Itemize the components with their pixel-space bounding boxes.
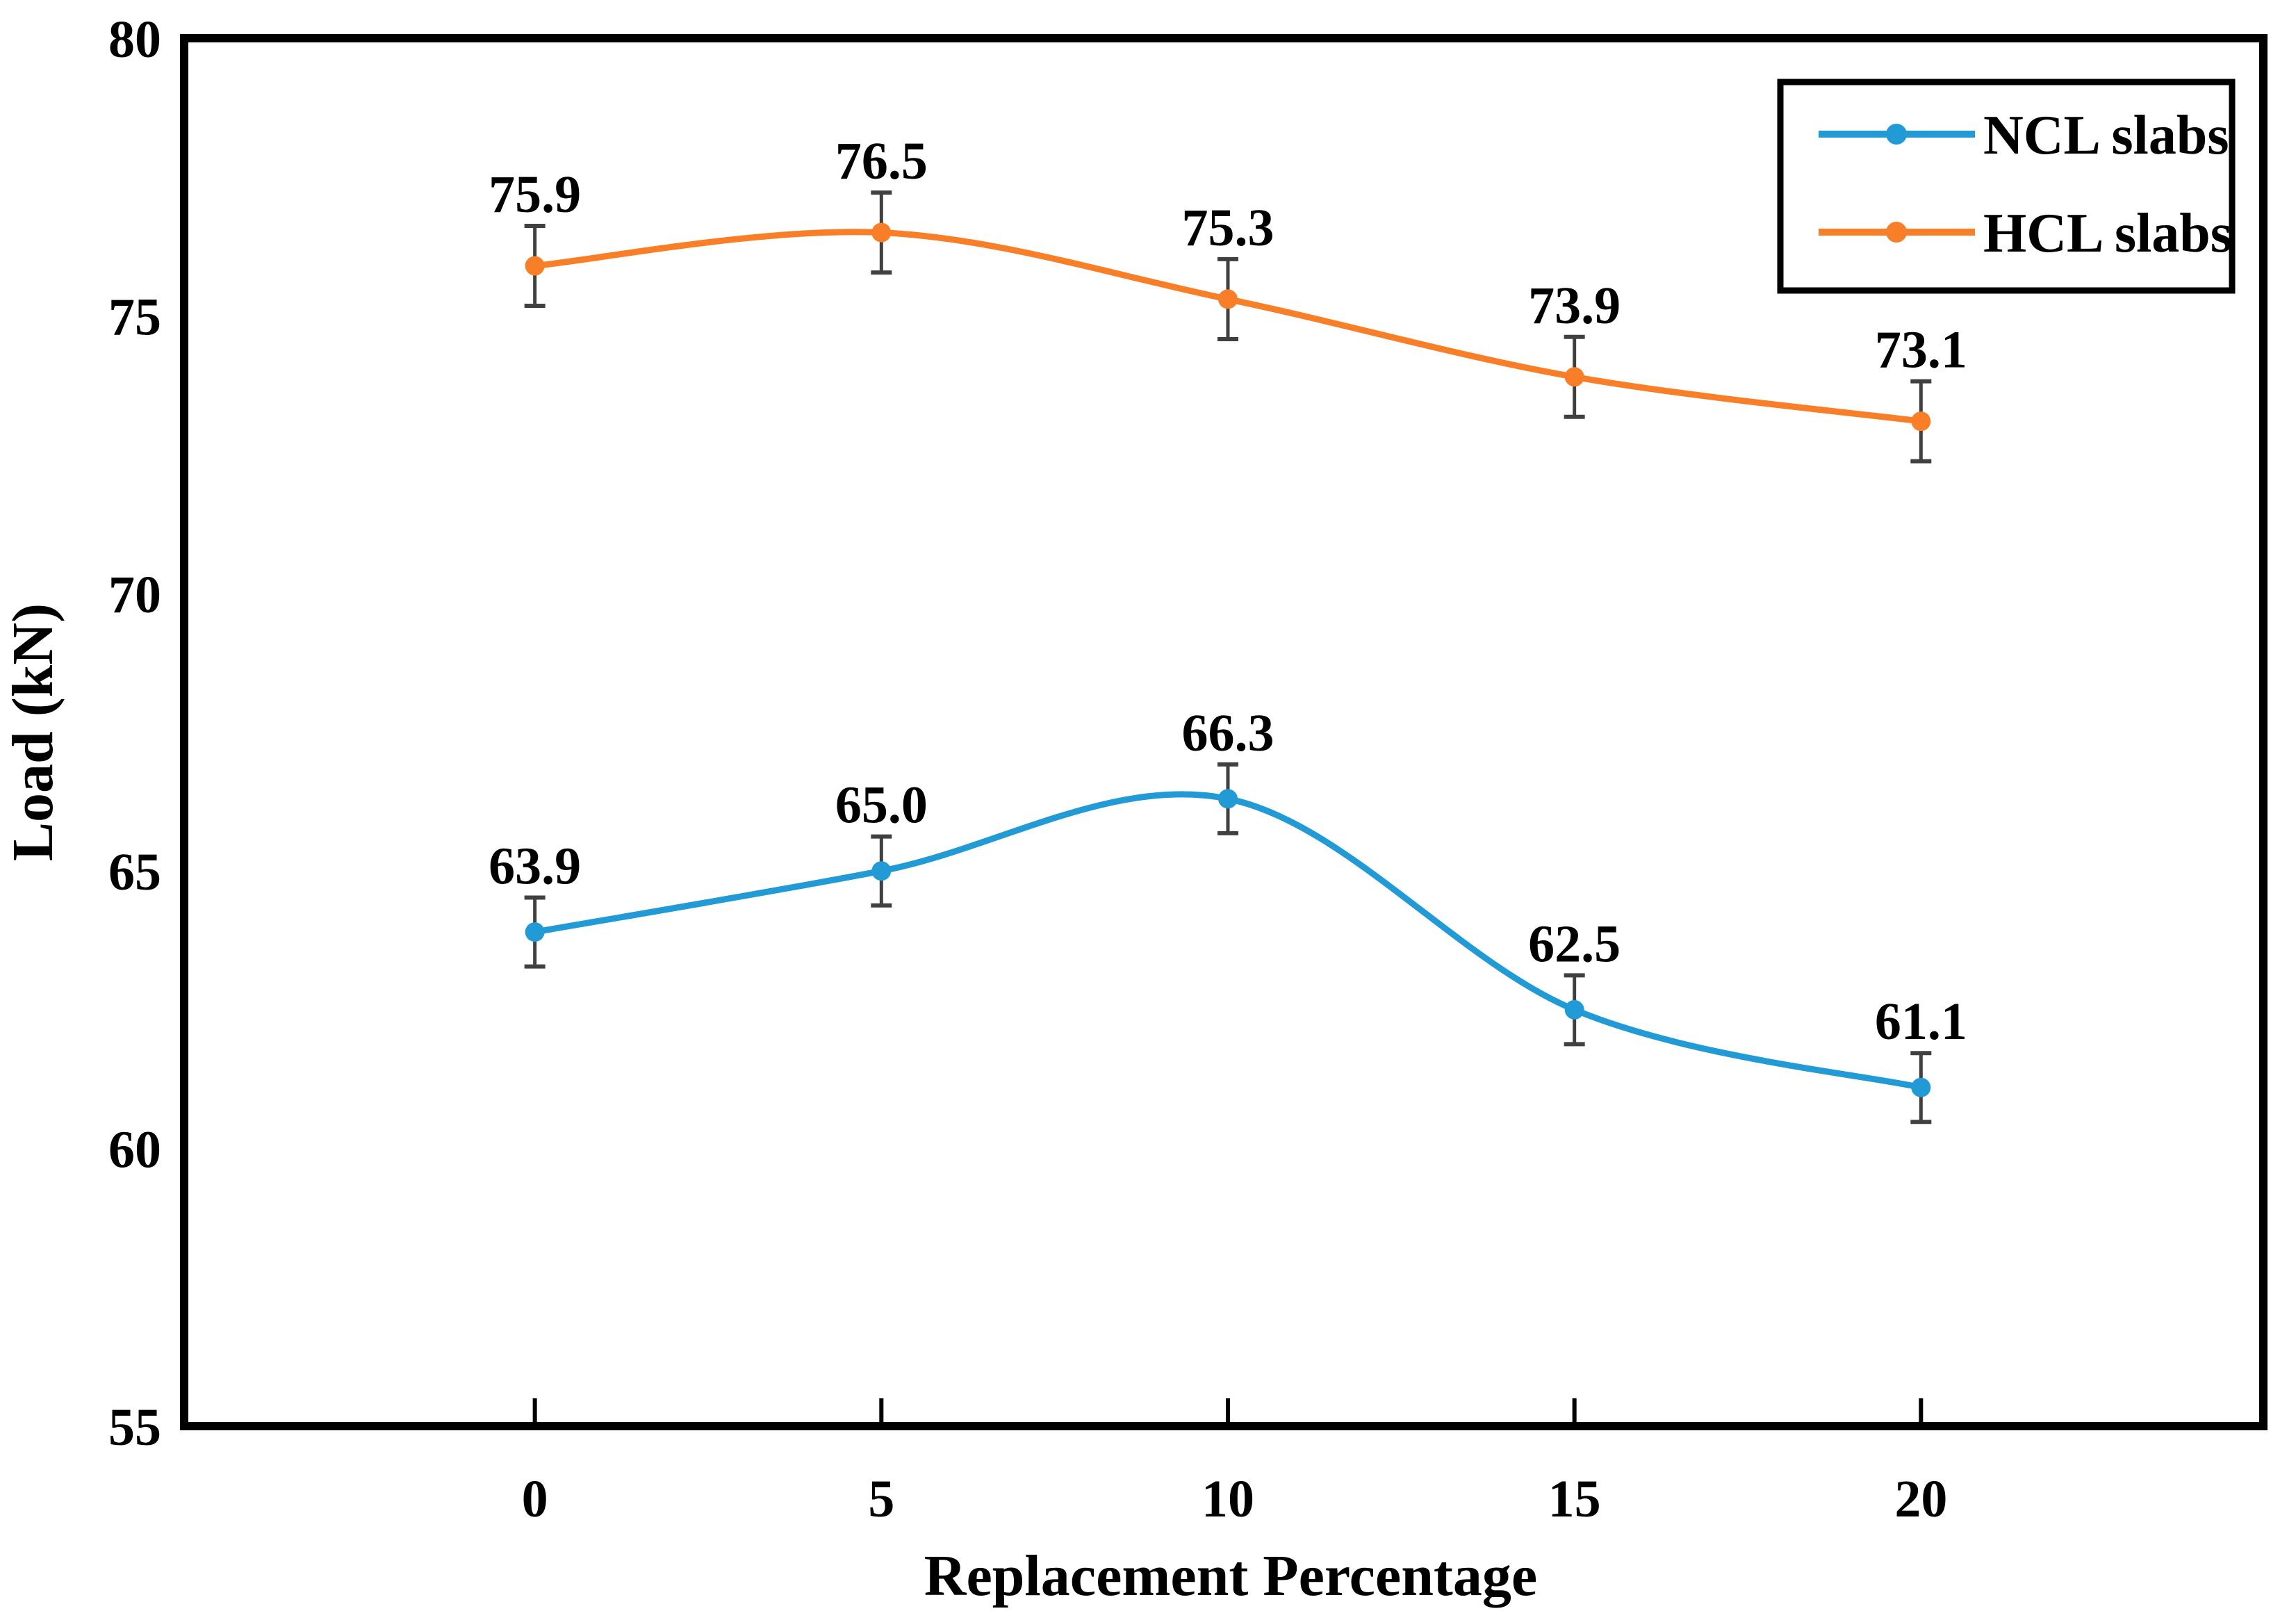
series-line-ncl-slabs xyxy=(532,791,1924,1091)
series-marker xyxy=(871,222,892,243)
plot-area-border xyxy=(180,34,2268,1430)
legend-marker-icon xyxy=(1886,222,1907,243)
x-axis-tick-label: 5 xyxy=(868,1470,894,1528)
y-axis-tick-label: 75 xyxy=(108,288,161,346)
y-axis-tick-label: 55 xyxy=(108,1398,161,1457)
series-marker xyxy=(1217,289,1238,309)
legend-item-label: NCL slabs xyxy=(1983,105,2229,166)
x-axis-tick-label: 20 xyxy=(1894,1470,1947,1528)
series-marker xyxy=(1217,789,1238,809)
series-marker xyxy=(1564,999,1584,1020)
x-axis-tick-label: 0 xyxy=(522,1470,548,1528)
data-label: 63.9 xyxy=(489,837,581,896)
legend-box xyxy=(1777,79,2236,294)
legend-marker-icon xyxy=(1886,124,1907,145)
x-axis-title: Replacement Percentage xyxy=(924,1544,1537,1608)
x-axis-tick-label: 10 xyxy=(1202,1470,1254,1528)
series-marker xyxy=(1911,411,1931,432)
y-axis-tick-label: 60 xyxy=(108,1121,161,1179)
x-axis-tick-label: 15 xyxy=(1548,1470,1601,1528)
series-marker xyxy=(1564,367,1584,387)
data-label: 61.1 xyxy=(1875,992,1967,1051)
data-label: 73.9 xyxy=(1528,277,1621,335)
data-label: 66.3 xyxy=(1181,704,1274,762)
y-axis-title: Load (kN) xyxy=(1,603,65,861)
data-label: 73.1 xyxy=(1875,321,1967,379)
data-label: 75.9 xyxy=(489,165,581,224)
series-marker xyxy=(871,861,892,881)
y-axis-tick-label: 65 xyxy=(108,843,161,901)
series-marker xyxy=(525,922,545,942)
data-label: 65.0 xyxy=(835,776,928,835)
series-marker xyxy=(525,256,545,276)
y-axis-tick-label: 70 xyxy=(108,566,161,624)
data-label: 62.5 xyxy=(1528,915,1621,973)
y-axis-tick-label: 80 xyxy=(108,10,161,69)
series-marker xyxy=(1911,1077,1931,1097)
legend-item-label: HCL slabs xyxy=(1983,203,2232,264)
data-label: 75.3 xyxy=(1181,199,1274,257)
data-label: 76.5 xyxy=(835,132,928,190)
